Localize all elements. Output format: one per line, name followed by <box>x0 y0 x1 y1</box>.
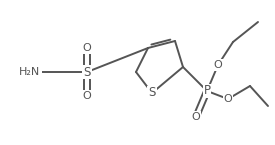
Text: S: S <box>83 66 91 78</box>
Text: O: O <box>214 60 222 70</box>
Text: O: O <box>82 43 91 53</box>
Text: H₂N: H₂N <box>19 67 41 77</box>
Text: O: O <box>224 94 232 104</box>
Text: O: O <box>192 112 200 122</box>
Text: P: P <box>204 85 210 97</box>
Text: O: O <box>82 91 91 101</box>
Text: S: S <box>148 87 156 99</box>
